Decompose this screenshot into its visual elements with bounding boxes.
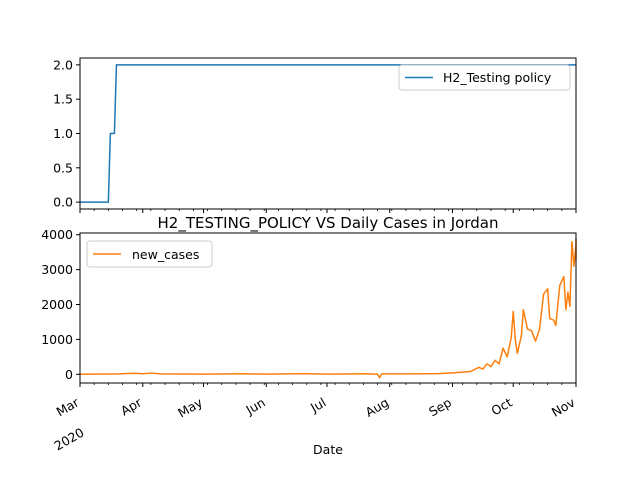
top-y-tick-label: 0.5 [53, 160, 73, 175]
bottom-y-tick-label: 3000 [41, 262, 73, 277]
top-legend-label: H2_Testing policy [443, 70, 552, 85]
bottom-y-tick-label: 1000 [41, 332, 73, 347]
top-subplot-lines [80, 64, 576, 203]
bottom-y-axis-ticks: 0 1000 2000 3000 4000 [41, 227, 80, 382]
top-y-tick-label: 1.0 [53, 126, 73, 141]
bottom-subplot: H2_TESTING_POLICY VS Daily Cases in Jord… [41, 214, 578, 457]
bottom-legend-box [86, 240, 213, 268]
top-y-axis-ticks: 0.0 0.5 1.0 1.5 2.0 [53, 57, 80, 210]
top-y-tick-label: 1.5 [53, 92, 73, 107]
top-y-tick-label: 2.0 [53, 57, 73, 72]
x-tick-label: Jul [307, 395, 328, 416]
top-x-axis-ticks [79, 209, 577, 213]
bottom-y-tick-label: 2000 [41, 297, 73, 312]
chart-title: H2_TESTING_POLICY VS Daily Cases in Jord… [158, 214, 499, 233]
top-y-tick-label: 0.0 [53, 195, 73, 210]
x-axis-label: Date [313, 442, 343, 457]
bottom-subplot-lines [79, 237, 577, 379]
top-series-line-0 [80, 64, 576, 203]
bottom-subplot-frame [79, 232, 577, 384]
bottom-legend-label: new_cases [132, 247, 199, 262]
top-subplot: 0.0 0.5 1.0 1.5 2.0 H2_Testing policy [53, 57, 577, 213]
bottom-y-tick-label: 4000 [41, 227, 73, 242]
bottom-series-line-0 [79, 237, 577, 379]
bottom-legend: new_cases [86, 240, 213, 268]
top-legend-box [398, 64, 571, 91]
top-legend: H2_Testing policy [398, 64, 571, 91]
bottom-y-tick-label: 0 [65, 367, 73, 382]
